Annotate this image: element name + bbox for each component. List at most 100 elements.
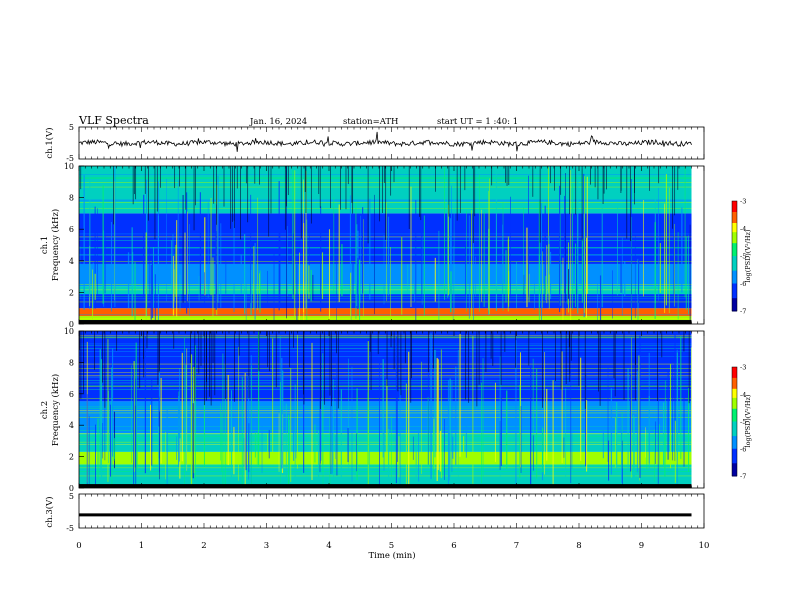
spectrogram-band (79, 331, 692, 402)
spectrogram-band (79, 451, 692, 465)
colorbar-step (732, 368, 737, 372)
colorbar-frame (731, 200, 738, 312)
colorbar-step (732, 300, 737, 303)
x-tick-label: 7 (514, 541, 519, 551)
x-tick-label: 8 (576, 541, 581, 551)
spectrogram-ytick-label: 4 (69, 421, 74, 430)
colorbar-step (732, 285, 737, 288)
colorbar-step (732, 217, 737, 220)
colorbar-step (732, 412, 737, 415)
colorbar-step (732, 401, 737, 404)
colorbar-frame (731, 366, 738, 477)
colorbar-step (732, 397, 737, 401)
colorbar-step (732, 296, 737, 299)
x-tick-label: 5 (389, 541, 394, 551)
colorbar-step (732, 202, 737, 206)
colorbar-step (732, 385, 737, 388)
colorbar-step (732, 432, 737, 435)
colorbar-step (732, 268, 737, 272)
colorbar-step (732, 437, 737, 441)
x-axis-label: Time (min) (368, 550, 415, 561)
x-tick-labels: 0 1 2 3 4 5 6 7 8 9 10 (76, 541, 709, 551)
colorbar-step (732, 474, 737, 477)
colorbar-step (732, 230, 737, 233)
colorbar-step (732, 237, 737, 240)
colorbar-step (732, 259, 737, 262)
colorbar-step (732, 276, 737, 279)
spectrogram-band (79, 166, 692, 214)
spectrogram-ytick-label: 10 (64, 327, 74, 336)
colorbar-tick-label: -7 (740, 308, 746, 316)
colorbar-step (732, 386, 737, 390)
colorbar-step (732, 425, 737, 428)
ch1-spectrogram-ylabel: Frequency (kHz) (50, 209, 61, 281)
colorbar-tick-label: -7 (740, 473, 746, 481)
colorbar-step (732, 246, 737, 250)
ch3-ytick-bottom: -5 (66, 524, 74, 533)
colorbar-step (732, 450, 737, 453)
colorbar-step (732, 465, 737, 468)
spectrogram-ytick-label: 0 (69, 484, 74, 493)
colorbar-step (732, 257, 737, 261)
ch1-colorbar: -3 -4 -5 -6 -7 (731, 198, 746, 316)
ch2-spectrogram-image (79, 331, 704, 488)
colorbar-step (732, 445, 737, 448)
colorbar-step (732, 201, 737, 204)
colorbar-step (732, 303, 737, 306)
spectrogram-band (79, 213, 692, 245)
colorbar-step (732, 439, 737, 442)
colorbar-step (732, 212, 737, 215)
colorbar-step (732, 405, 737, 408)
colorbar-step (732, 456, 737, 459)
spectrogram-ytick-label: 8 (69, 358, 74, 367)
colorbar-tick-label: -4 (740, 391, 746, 399)
colorbar-step (732, 436, 737, 439)
colorbar-step (732, 272, 737, 275)
date-label: Jan. 16, 2024 (249, 117, 307, 127)
colorbar-step (732, 379, 737, 383)
colorbar-step (732, 372, 737, 375)
colorbar-step (732, 252, 737, 255)
spectrogram-blank (691, 166, 704, 324)
colorbar-step (732, 377, 737, 381)
colorbar-step (732, 383, 737, 386)
x-tick-label: 0 (76, 541, 81, 551)
colorbar-step (732, 443, 737, 446)
colorbar-step (732, 408, 737, 412)
colorbar-step (732, 298, 737, 301)
colorbar-step (732, 261, 737, 264)
colorbar-step (732, 463, 737, 466)
colorbar-step (732, 210, 737, 213)
colorbar-tick-label: -3 (740, 364, 746, 372)
ch2-colorbar: -3 -4 -5 -6 -7 (731, 364, 746, 481)
colorbar-step (732, 466, 737, 470)
colorbar-tick-label: -5 (740, 253, 746, 261)
colorbar-step (732, 376, 737, 379)
colorbar-step (732, 416, 737, 419)
ch1-spectrogram-image (79, 166, 704, 324)
colorbar-step (732, 208, 737, 211)
colorbar-step (732, 457, 737, 461)
colorbar-step (732, 428, 737, 432)
ch3-waveform-ylabel: ch.3(V) (44, 496, 55, 527)
colorbar-tick-label: -5 (740, 418, 746, 426)
colorbar-step (732, 265, 737, 268)
colorbar-step (732, 414, 737, 417)
colorbar-step (732, 241, 737, 244)
colorbar-step (732, 250, 737, 253)
colorbar-step (732, 274, 737, 277)
colorbar-step (732, 248, 737, 251)
spectrogram-ytick-label: 2 (69, 288, 74, 297)
colorbar-step (732, 279, 737, 283)
ch2-spectrogram-yticks: 0 2 4 6 8 10 (64, 327, 84, 493)
spectrogram-ytick-label: 0 (69, 320, 74, 329)
colorbar-tick-label: -4 (740, 225, 746, 233)
spectrogram-blank (691, 331, 704, 488)
ch3-ytick-top: 5 (69, 492, 74, 501)
colorbar-step (732, 461, 737, 464)
spectrogram-band (79, 293, 692, 309)
axis-ticks (78, 127, 705, 528)
colorbar-step (732, 289, 737, 292)
colorbar-step (732, 223, 737, 226)
spectrogram-band (79, 433, 692, 452)
